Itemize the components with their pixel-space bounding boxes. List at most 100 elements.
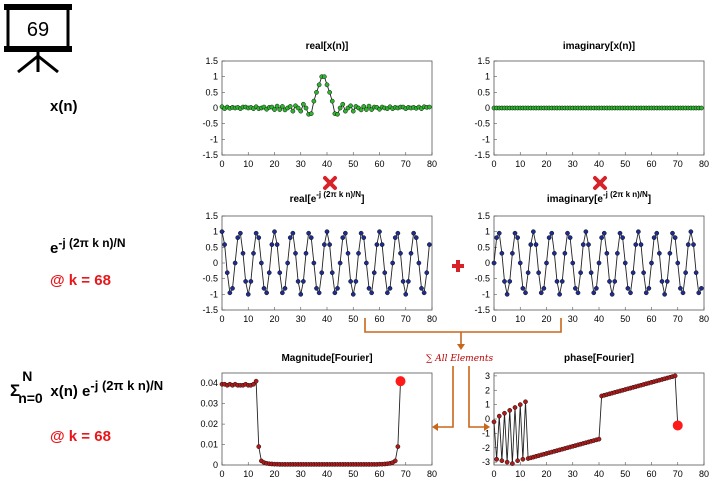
data-point [691,242,696,247]
data-point [588,270,594,276]
data-point [424,270,430,276]
data-point [496,230,502,236]
arrow-right-line [468,366,486,428]
x-tick-label: 20 [541,314,551,324]
data-point [240,250,246,256]
data-point [596,260,602,266]
bracket-line [364,318,562,333]
data-point [245,291,251,297]
data-point [502,410,507,416]
x-tick-label: 30 [568,159,578,169]
data-point [512,405,518,410]
row-label-exp: e-j (2π k n)/N [50,236,126,257]
data-point [659,279,665,284]
exp-base: e [50,240,59,257]
highlight-point [395,376,406,387]
data-point [238,230,243,236]
data-point [395,230,401,236]
plus-bar [456,260,460,272]
data-point [332,290,338,296]
x-tick-label: 10 [515,159,525,169]
data-point [335,285,340,291]
data-point [567,235,573,241]
x-tick-label: 30 [568,314,578,324]
data-point [364,107,369,112]
data-point [306,230,311,236]
highlight-point [672,420,683,431]
y-tick-label: -3 [482,457,490,467]
data-point [604,250,610,256]
y-tick-label: 1 [485,400,490,410]
title-sup: -j (2π k n)/N [316,190,361,199]
data-point [293,250,298,256]
data-point [578,270,583,276]
x-tick-label: 10 [515,314,525,324]
data-point [253,378,259,384]
all-elements-label: ∑ All Elements [426,354,493,364]
data-point [541,285,547,291]
times-stroke [593,176,607,190]
data-point [316,82,322,88]
times-stroke [323,176,337,190]
data-point [285,260,290,266]
x-tick-label: 50 [348,469,358,479]
x-tick-label: 60 [646,314,656,324]
y-tick-label: -1.5 [202,305,218,315]
data-point [280,290,285,296]
data-point [491,419,497,425]
data-point [382,270,388,276]
data-point [494,235,499,241]
sum-body: x(n) e [50,383,91,400]
data-point [544,260,549,266]
data-point [499,250,505,256]
data-point [277,270,283,276]
data-point [427,104,432,110]
data-point [277,107,283,112]
x-tick-label: 40 [322,314,332,324]
times-icon-left [323,176,337,190]
x-tick-label: 0 [219,314,224,324]
y-tick-label: -1 [482,428,490,438]
y-tick-label: -0.5 [474,119,490,129]
data-point [340,101,346,107]
data-point [685,242,691,247]
x-tick-label: 80 [427,469,437,479]
data-point [688,229,694,235]
y-tick-label: 1 [213,227,218,237]
x-tick-label: 20 [269,314,279,324]
y-tick-label: 1.5 [477,211,490,221]
data-point [387,285,393,291]
data-point [496,413,502,419]
data-point [298,108,304,114]
data-point [272,229,277,235]
data-point [390,260,395,266]
data-point [517,260,523,266]
data-point [369,290,374,296]
data-point [400,279,406,284]
data-point [322,74,327,80]
chart-magnitude: Magnitude[Fourier] 0 10 20 30 40 50 60 70 80 0.04 0… [200,353,437,479]
data-point [528,242,534,247]
data-point [253,230,259,236]
data-point [358,230,364,236]
data-point [290,108,296,114]
y-tick-label: 0.5 [205,242,218,252]
x-tick-label: 20 [269,469,279,479]
data-point [374,242,380,247]
x-tick-label: 80 [427,314,437,324]
data-point [641,270,646,276]
data-point [427,242,432,247]
y-tick-label: 0 [213,460,218,470]
x-tick-label: 0 [491,469,496,479]
data-point [219,229,225,235]
data-point [256,444,262,449]
data-point [510,461,515,466]
x-tick-label: 50 [348,159,358,169]
x-tick-label: 30 [296,159,306,169]
data-point [230,285,235,291]
y-tick-label: -1 [210,134,218,144]
y-tick-label: 0.03 [200,399,218,409]
data-point [408,250,414,256]
y-tick-label: -0.5 [474,274,490,284]
data-point [301,101,306,107]
